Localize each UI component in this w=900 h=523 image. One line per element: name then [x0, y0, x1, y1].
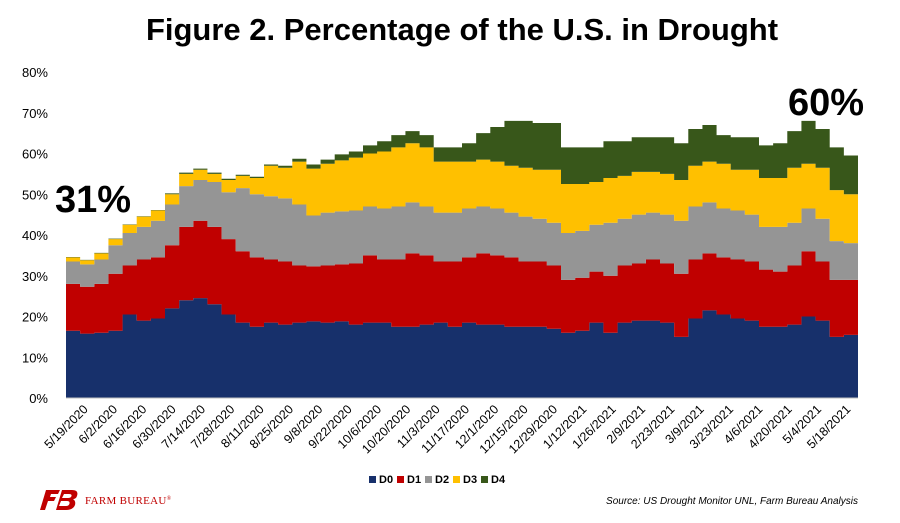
- y-tick-label: 70%: [22, 106, 48, 121]
- chart-title: Figure 2. Percentage of the U.S. in Drou…: [146, 12, 778, 47]
- y-axis: 0% 10% 20% 30% 40% 50% 60% 70% 80%: [22, 65, 48, 406]
- x-axis: 5/19/20206/2/20206/16/20206/30/20207/14/…: [42, 402, 854, 456]
- annotations: 31% 60%: [55, 82, 864, 221]
- legend-swatch-d0: [369, 476, 376, 483]
- y-tick-label: 80%: [22, 65, 48, 80]
- y-tick-label: 30%: [22, 269, 48, 284]
- series-area-d4: [66, 120, 858, 261]
- callout-end: 60%: [788, 82, 864, 124]
- legend-label-d4: D4: [491, 474, 506, 486]
- y-tick-label: 50%: [22, 187, 48, 202]
- series-area-d1: [66, 220, 858, 337]
- legend-swatch-d4: [481, 476, 488, 483]
- farm-bureau-logo: FARM BUREAU®: [40, 490, 172, 510]
- legend-label-d2: D2: [435, 474, 449, 486]
- y-tick-label: 20%: [22, 310, 48, 325]
- source-note: Source: US Drought Monitor UNL, Farm Bur…: [606, 496, 858, 507]
- plot-area: [66, 120, 858, 398]
- legend-swatch-d2: [425, 476, 432, 483]
- legend-label-d1: D1: [407, 474, 421, 486]
- y-tick-label: 60%: [22, 147, 48, 162]
- y-tick-label: 40%: [22, 228, 48, 243]
- legend: D0 D1 D2 D3 D4: [369, 474, 506, 486]
- farm-bureau-logo-icon: [40, 490, 78, 510]
- callout-start: 31%: [55, 179, 131, 221]
- y-tick-label: 10%: [22, 350, 48, 365]
- y-tick-label: 0%: [29, 391, 48, 406]
- farm-bureau-wordmark: FARM BUREAU®: [85, 495, 172, 507]
- legend-swatch-d1: [397, 476, 404, 483]
- legend-swatch-d3: [453, 476, 460, 483]
- legend-label-d0: D0: [379, 474, 393, 486]
- series-area-d2: [66, 179, 858, 287]
- legend-label-d3: D3: [463, 474, 477, 486]
